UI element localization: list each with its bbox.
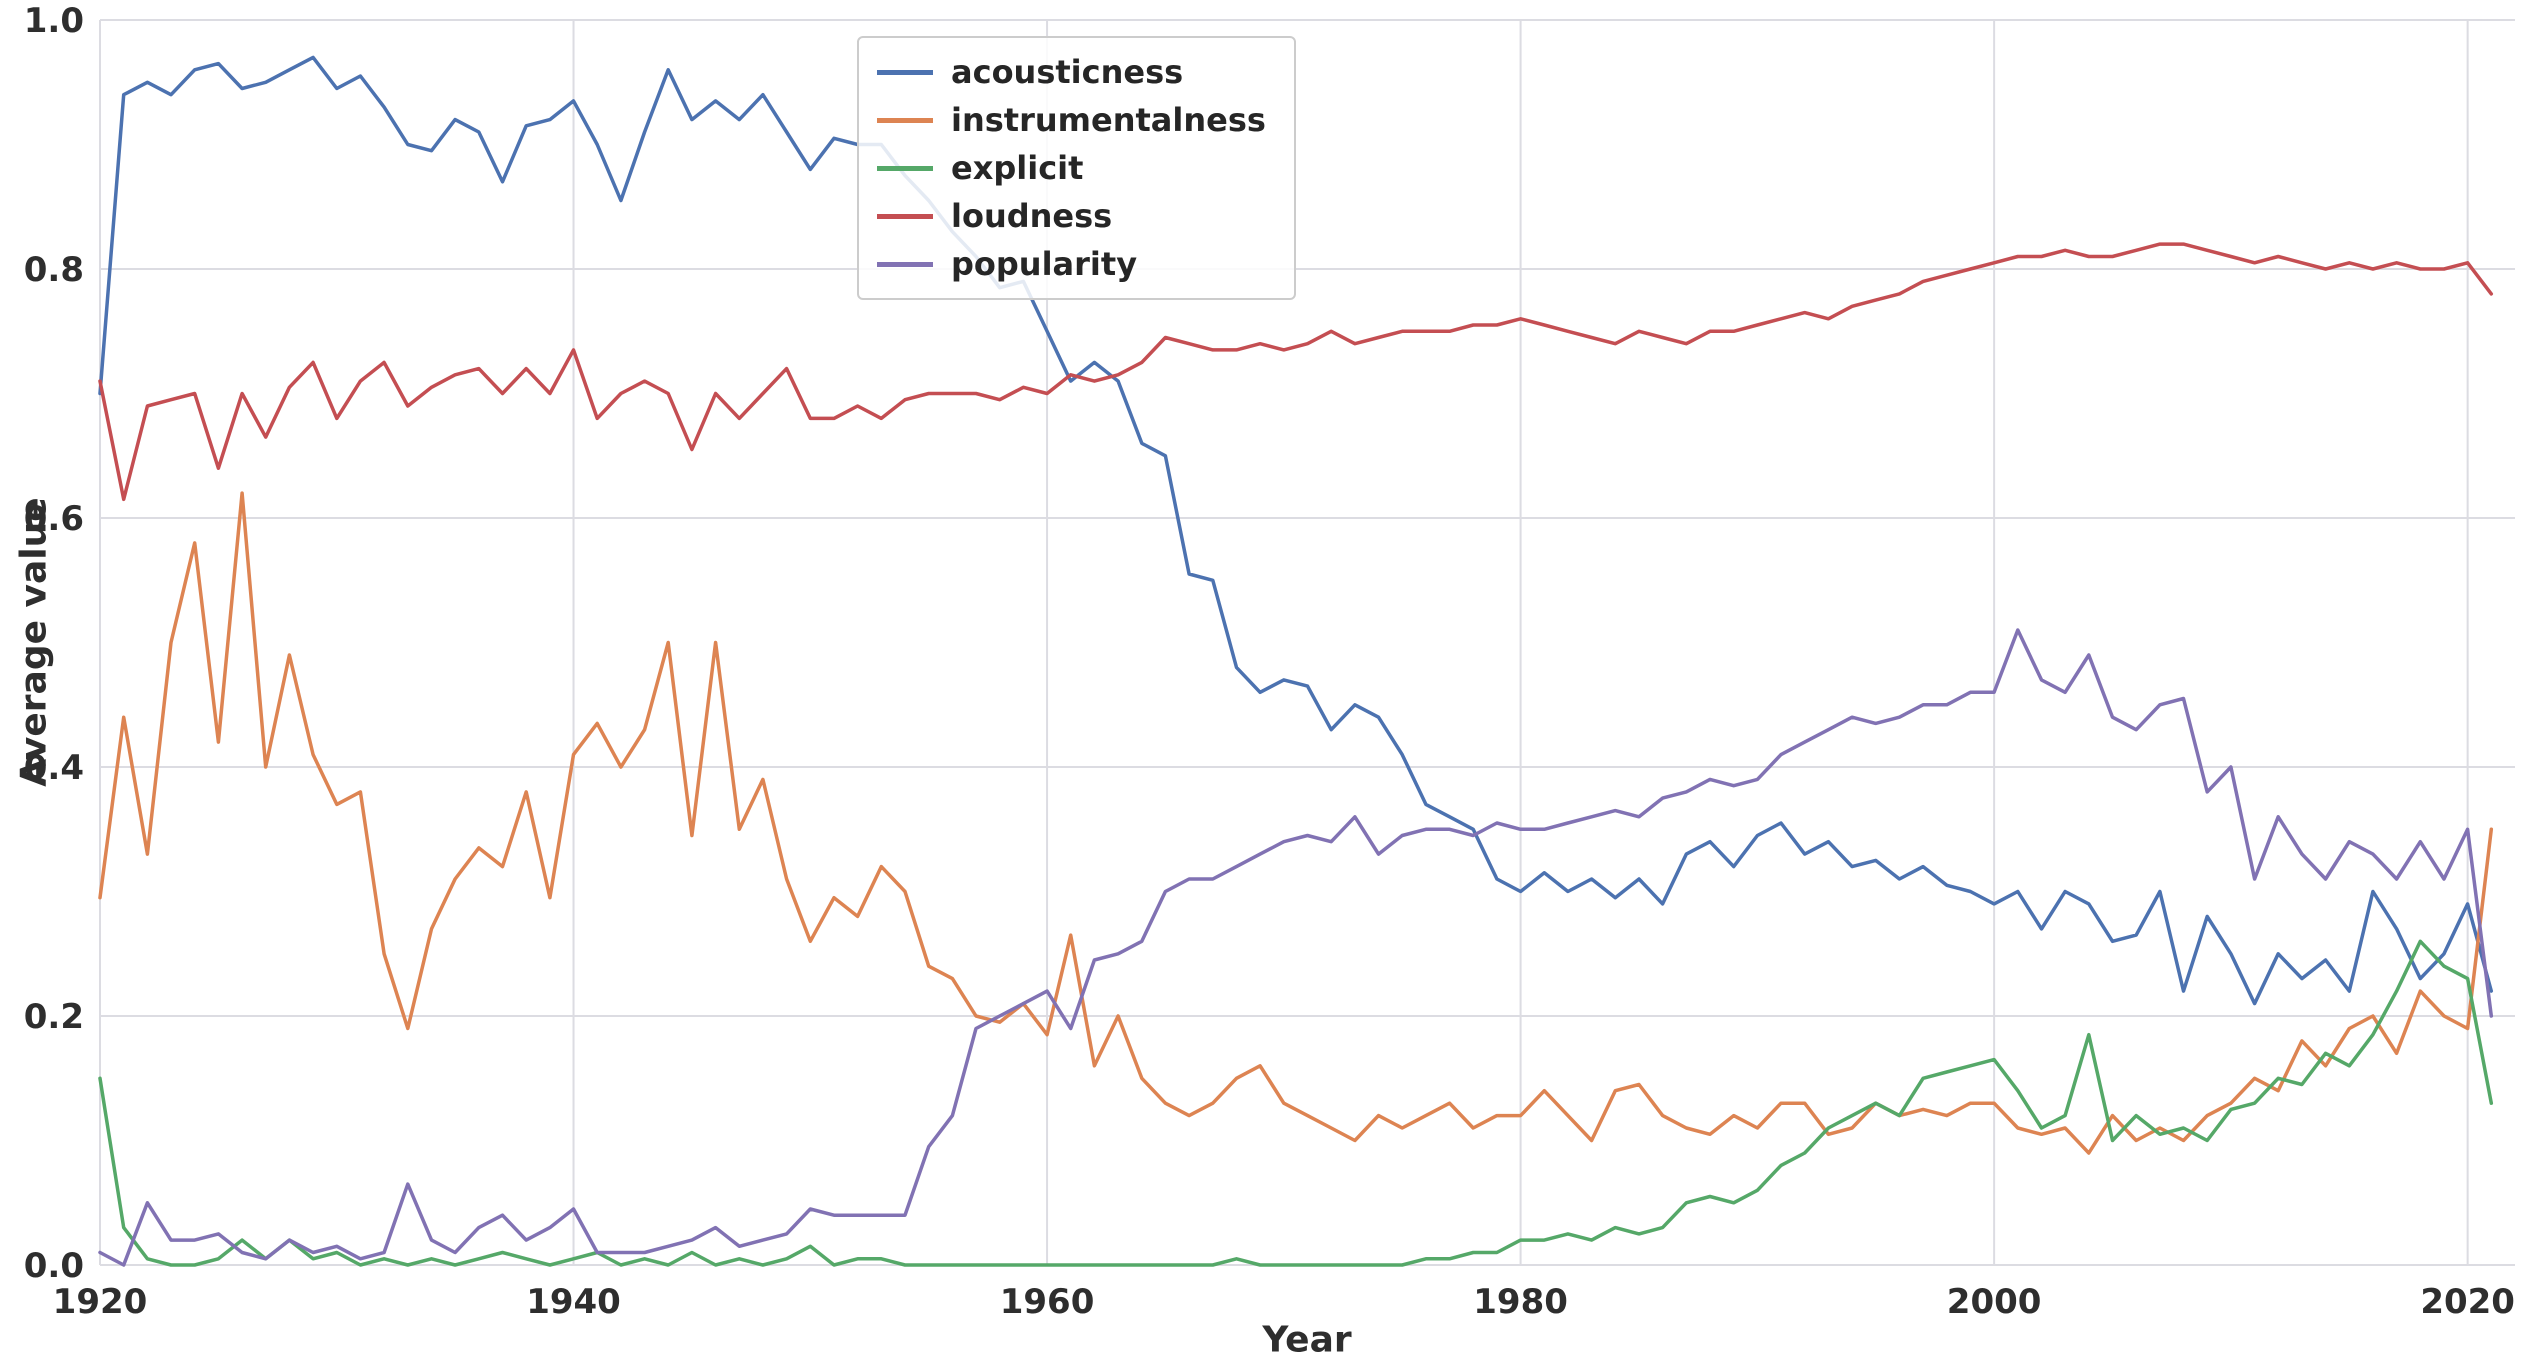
legend: acousticness instrumentalness explicit l… — [857, 36, 1296, 300]
legend-line-sample-acousticness — [877, 69, 933, 75]
x-tick-label: 1960 — [1000, 1282, 1095, 1322]
legend-line-sample-instrumentalness — [877, 117, 933, 123]
series-line-acousticness — [98, 55, 2494, 1006]
series-line-loudness — [98, 242, 2494, 502]
y-tick-label: 0.6 — [24, 499, 84, 539]
y-tick-label: 0.2 — [24, 997, 84, 1037]
series-line-explicit — [98, 939, 2494, 1267]
legend-label-acousticness: acousticness — [951, 53, 1184, 91]
legend-item-explicit: explicit — [877, 148, 1266, 188]
legend-label-instrumentalness: instrumentalness — [951, 101, 1266, 139]
x-tick-label: 1980 — [1473, 1282, 1568, 1322]
legend-line-sample-explicit — [877, 165, 933, 171]
y-tick-label: 0.8 — [24, 250, 84, 290]
x-tick-label: 2020 — [2420, 1282, 2515, 1322]
legend-label-loudness: loudness — [951, 197, 1113, 235]
series-line-popularity — [98, 628, 2494, 1267]
y-axis-label: Average value — [13, 497, 55, 787]
y-tick-label: 0.0 — [24, 1246, 84, 1286]
legend-item-loudness: loudness — [877, 196, 1266, 236]
y-tick-label: 0.4 — [24, 748, 84, 788]
x-tick-label: 1920 — [53, 1282, 148, 1322]
x-tick-label: 2000 — [1947, 1282, 2042, 1322]
x-axis-label: Year — [1262, 1319, 1352, 1361]
legend-item-instrumentalness: instrumentalness — [877, 100, 1266, 140]
legend-item-acousticness: acousticness — [877, 52, 1266, 92]
legend-item-popularity: popularity — [877, 244, 1266, 284]
legend-label-popularity: popularity — [951, 245, 1138, 283]
legend-line-sample-loudness — [877, 213, 933, 219]
y-tick-label: 1.0 — [24, 1, 84, 41]
legend-line-sample-popularity — [877, 261, 933, 267]
series-line-instrumentalness — [98, 491, 2494, 1155]
legend-label-explicit: explicit — [951, 149, 1084, 187]
x-tick-label: 1940 — [526, 1282, 621, 1322]
